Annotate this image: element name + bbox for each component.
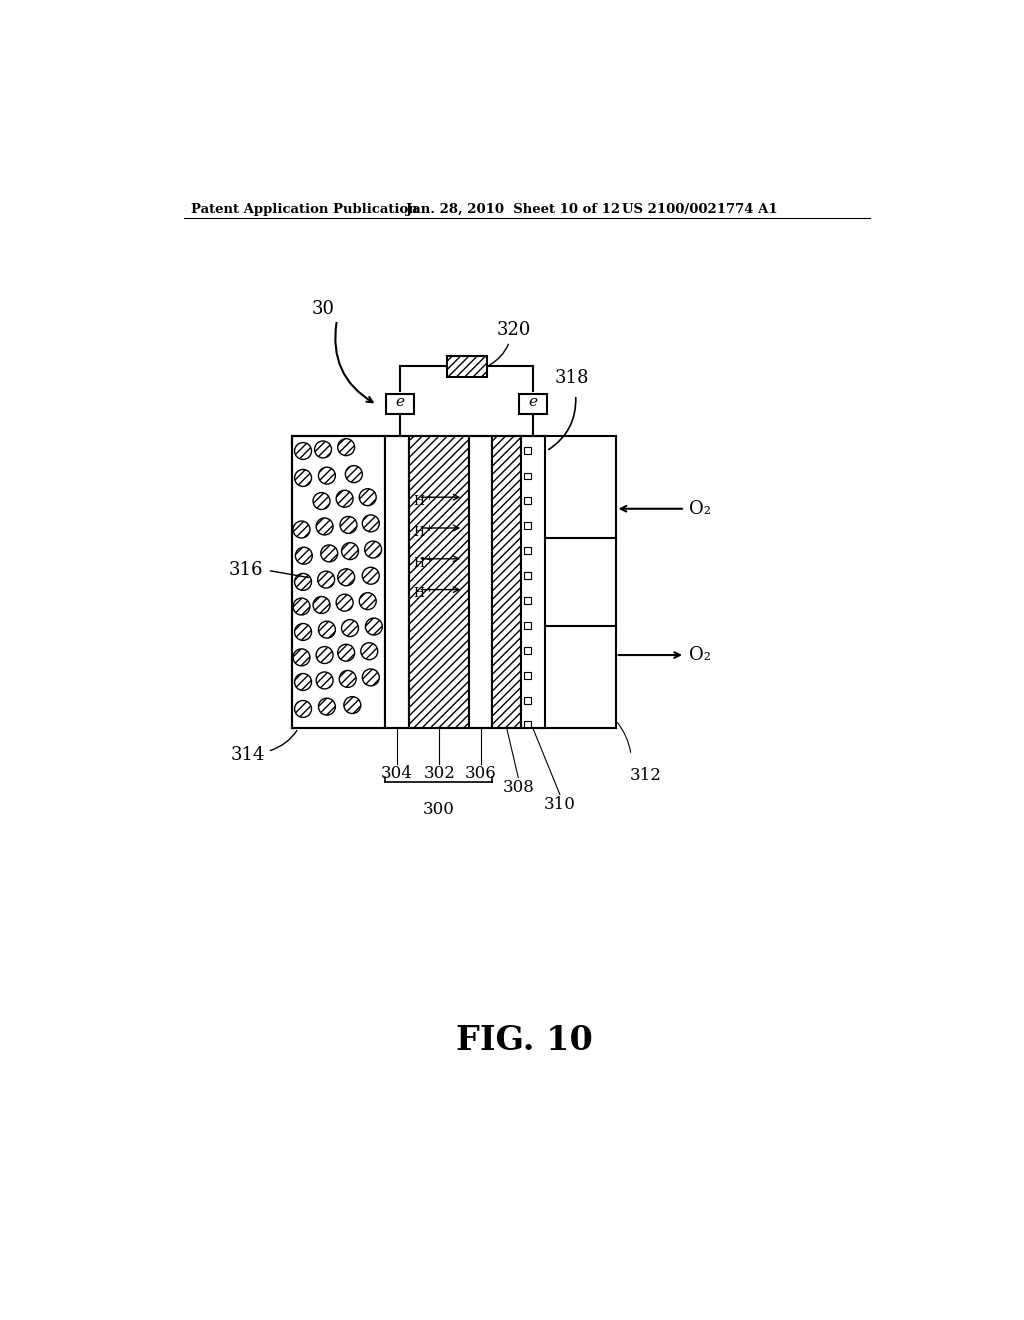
Bar xyxy=(493,436,521,729)
Text: H$^+$: H$^+$ xyxy=(413,525,434,540)
Bar xyxy=(524,572,531,579)
Circle shape xyxy=(295,548,312,564)
Circle shape xyxy=(313,492,330,510)
Bar xyxy=(521,436,545,729)
Circle shape xyxy=(344,697,360,714)
Circle shape xyxy=(359,593,376,610)
Circle shape xyxy=(293,521,310,539)
Text: 304: 304 xyxy=(381,766,413,783)
Text: 318: 318 xyxy=(555,370,590,387)
Bar xyxy=(385,436,410,729)
Circle shape xyxy=(362,669,379,686)
Bar xyxy=(524,447,531,454)
Circle shape xyxy=(293,649,310,665)
Circle shape xyxy=(318,698,336,715)
Text: O₂: O₂ xyxy=(689,500,711,517)
Circle shape xyxy=(295,701,311,718)
Circle shape xyxy=(360,643,378,660)
Circle shape xyxy=(295,470,311,487)
Bar xyxy=(524,521,531,529)
Text: e: e xyxy=(528,396,538,409)
Text: 310: 310 xyxy=(544,796,575,813)
Bar xyxy=(524,597,531,605)
Bar xyxy=(524,498,531,504)
Circle shape xyxy=(339,671,356,688)
Bar xyxy=(292,436,385,729)
Bar xyxy=(519,395,547,414)
Circle shape xyxy=(318,622,336,638)
Circle shape xyxy=(295,673,311,690)
Circle shape xyxy=(359,488,376,506)
Text: H$^+$: H$^+$ xyxy=(413,494,434,510)
Bar xyxy=(386,395,414,414)
Circle shape xyxy=(362,515,379,532)
Circle shape xyxy=(317,572,335,589)
Circle shape xyxy=(321,545,338,562)
Bar xyxy=(469,436,493,729)
Circle shape xyxy=(295,442,311,459)
Text: 302: 302 xyxy=(423,766,456,783)
Text: US 2100/0021774 A1: US 2100/0021774 A1 xyxy=(622,203,777,216)
Bar xyxy=(524,622,531,628)
Text: 300: 300 xyxy=(423,801,455,818)
Circle shape xyxy=(336,594,353,611)
Circle shape xyxy=(338,438,354,455)
Circle shape xyxy=(345,466,362,483)
Circle shape xyxy=(295,623,311,640)
Circle shape xyxy=(340,516,357,533)
Text: 312: 312 xyxy=(630,767,662,784)
Circle shape xyxy=(366,618,382,635)
Bar xyxy=(524,548,531,554)
Circle shape xyxy=(313,597,330,614)
Circle shape xyxy=(362,568,379,585)
Text: FIG. 10: FIG. 10 xyxy=(457,1023,593,1056)
Text: Jan. 28, 2010  Sheet 10 of 12: Jan. 28, 2010 Sheet 10 of 12 xyxy=(407,203,621,216)
Text: 316: 316 xyxy=(228,561,263,579)
Bar xyxy=(524,647,531,653)
Circle shape xyxy=(316,647,333,664)
Text: H$^+$: H$^+$ xyxy=(413,556,434,572)
Circle shape xyxy=(316,672,333,689)
Circle shape xyxy=(365,541,382,558)
Circle shape xyxy=(342,543,358,560)
Text: H$^+$: H$^+$ xyxy=(413,586,434,602)
Bar xyxy=(447,355,487,378)
Bar xyxy=(524,473,531,479)
Circle shape xyxy=(338,569,354,586)
Bar xyxy=(524,721,531,727)
Circle shape xyxy=(314,441,332,458)
Text: O₂: O₂ xyxy=(689,645,711,664)
Text: 314: 314 xyxy=(231,746,265,764)
Bar xyxy=(410,436,469,729)
Bar xyxy=(524,672,531,678)
Bar xyxy=(524,697,531,705)
Text: Patent Application Publication: Patent Application Publication xyxy=(190,203,418,216)
Circle shape xyxy=(316,517,333,535)
Text: 306: 306 xyxy=(465,766,497,783)
Circle shape xyxy=(336,490,353,507)
Text: e: e xyxy=(395,396,404,409)
Circle shape xyxy=(293,598,310,615)
Text: 308: 308 xyxy=(503,779,535,796)
Circle shape xyxy=(338,644,354,661)
Circle shape xyxy=(342,619,358,636)
Circle shape xyxy=(318,467,336,484)
Circle shape xyxy=(295,573,311,590)
Text: 30: 30 xyxy=(311,300,335,318)
Text: 320: 320 xyxy=(497,321,530,339)
